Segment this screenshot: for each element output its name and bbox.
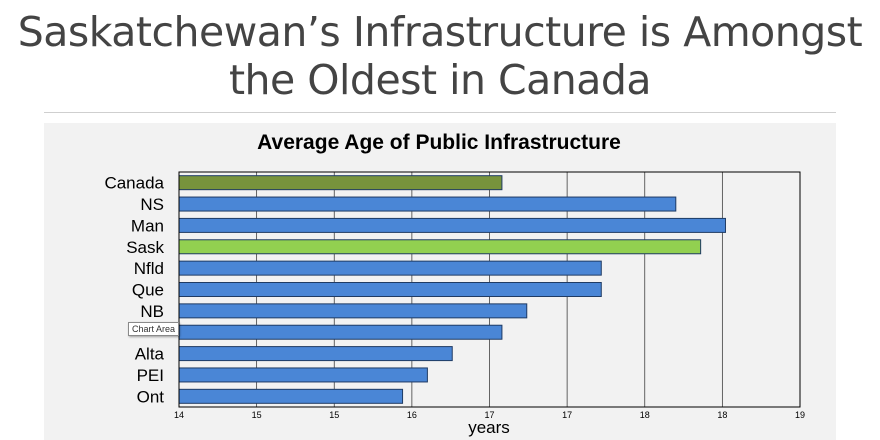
bar-nfld xyxy=(178,260,602,276)
x-tick-label: 15 xyxy=(329,410,339,420)
x-tick-label: 19 xyxy=(795,410,805,420)
chart-title: Average Age of Public Infrastructure xyxy=(257,131,621,154)
plot-area-border xyxy=(178,171,801,408)
x-tick-label: 15 xyxy=(252,410,262,420)
category-label: Canada xyxy=(104,174,164,193)
category-label: Man xyxy=(131,216,164,235)
x-tick-label: 17 xyxy=(562,410,572,420)
bar-ns xyxy=(178,196,677,212)
category-label: Alta xyxy=(135,345,165,364)
bar-alta xyxy=(178,346,453,362)
title-divider xyxy=(44,112,836,113)
category-label: Nfld xyxy=(134,259,164,278)
x-tick-label: 18 xyxy=(640,410,650,420)
x-tick-label: 16 xyxy=(407,410,417,420)
chart-area-tooltip: Chart Area xyxy=(128,322,180,336)
category-label: NB xyxy=(140,302,164,321)
bar-pei xyxy=(178,367,428,383)
category-label: Sask xyxy=(126,238,164,257)
bar-chart[interactable]: Average Age of Public Infrastructure Can… xyxy=(44,123,836,440)
bar-ont xyxy=(178,388,404,404)
bar-que xyxy=(178,282,602,297)
category-label: PEI xyxy=(137,366,164,385)
bars xyxy=(178,175,726,404)
bar-nb xyxy=(178,303,528,319)
x-tick-label: 14 xyxy=(174,410,184,420)
x-axis-title: years xyxy=(468,418,510,437)
x-tick-label: 17 xyxy=(484,410,494,420)
category-label: Ont xyxy=(137,387,165,406)
x-tick-label: 18 xyxy=(717,410,727,420)
category-label: NS xyxy=(140,195,164,214)
category-labels: Canada NS Man Sask Nfld Que NB Alta PEI Ont xyxy=(104,174,164,407)
category-label: Que xyxy=(132,281,164,300)
bar-unlabeled xyxy=(178,324,503,340)
chart-area[interactable]: Average Age of Public Infrastructure Can… xyxy=(44,123,836,440)
slide-title-line-1: Saskatchewan’s Infrastructure is Amongst xyxy=(17,8,863,56)
x-tick-labels: 14 15 15 16 17 17 18 18 19 xyxy=(174,410,805,420)
slide-title-line-2: the Oldest in Canada xyxy=(228,56,652,104)
bar-canada xyxy=(178,175,503,191)
bar-man xyxy=(178,217,726,233)
slide-title: Saskatchewan’s Infrastructure is Amongst… xyxy=(0,8,880,104)
bar-sask xyxy=(178,239,702,255)
